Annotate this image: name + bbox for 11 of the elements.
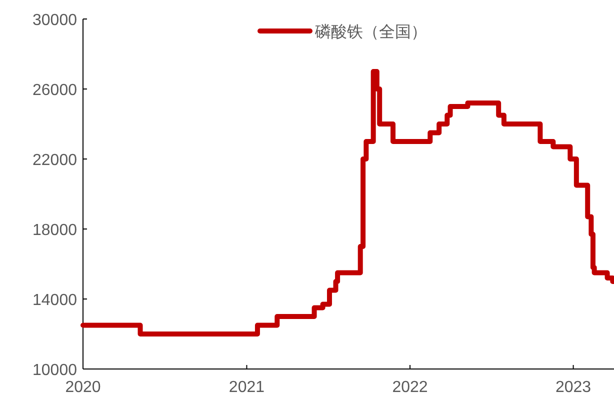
y-tick-label: 14000	[32, 292, 78, 309]
y-tick-label: 30000	[32, 12, 78, 29]
legend-label: 磷酸铁（全国）	[314, 22, 427, 41]
x-tick-label: 2021	[228, 379, 265, 396]
y-tick-label: 22000	[32, 152, 78, 169]
y-tick-label: 18000	[32, 222, 78, 239]
x-tick-label: 2020	[65, 379, 101, 396]
x-tick-label: 2022	[392, 379, 428, 396]
y-tick-label: 10000	[32, 362, 78, 379]
x-tick-label: 2023	[555, 379, 592, 396]
y-tick-label: 26000	[32, 82, 78, 99]
